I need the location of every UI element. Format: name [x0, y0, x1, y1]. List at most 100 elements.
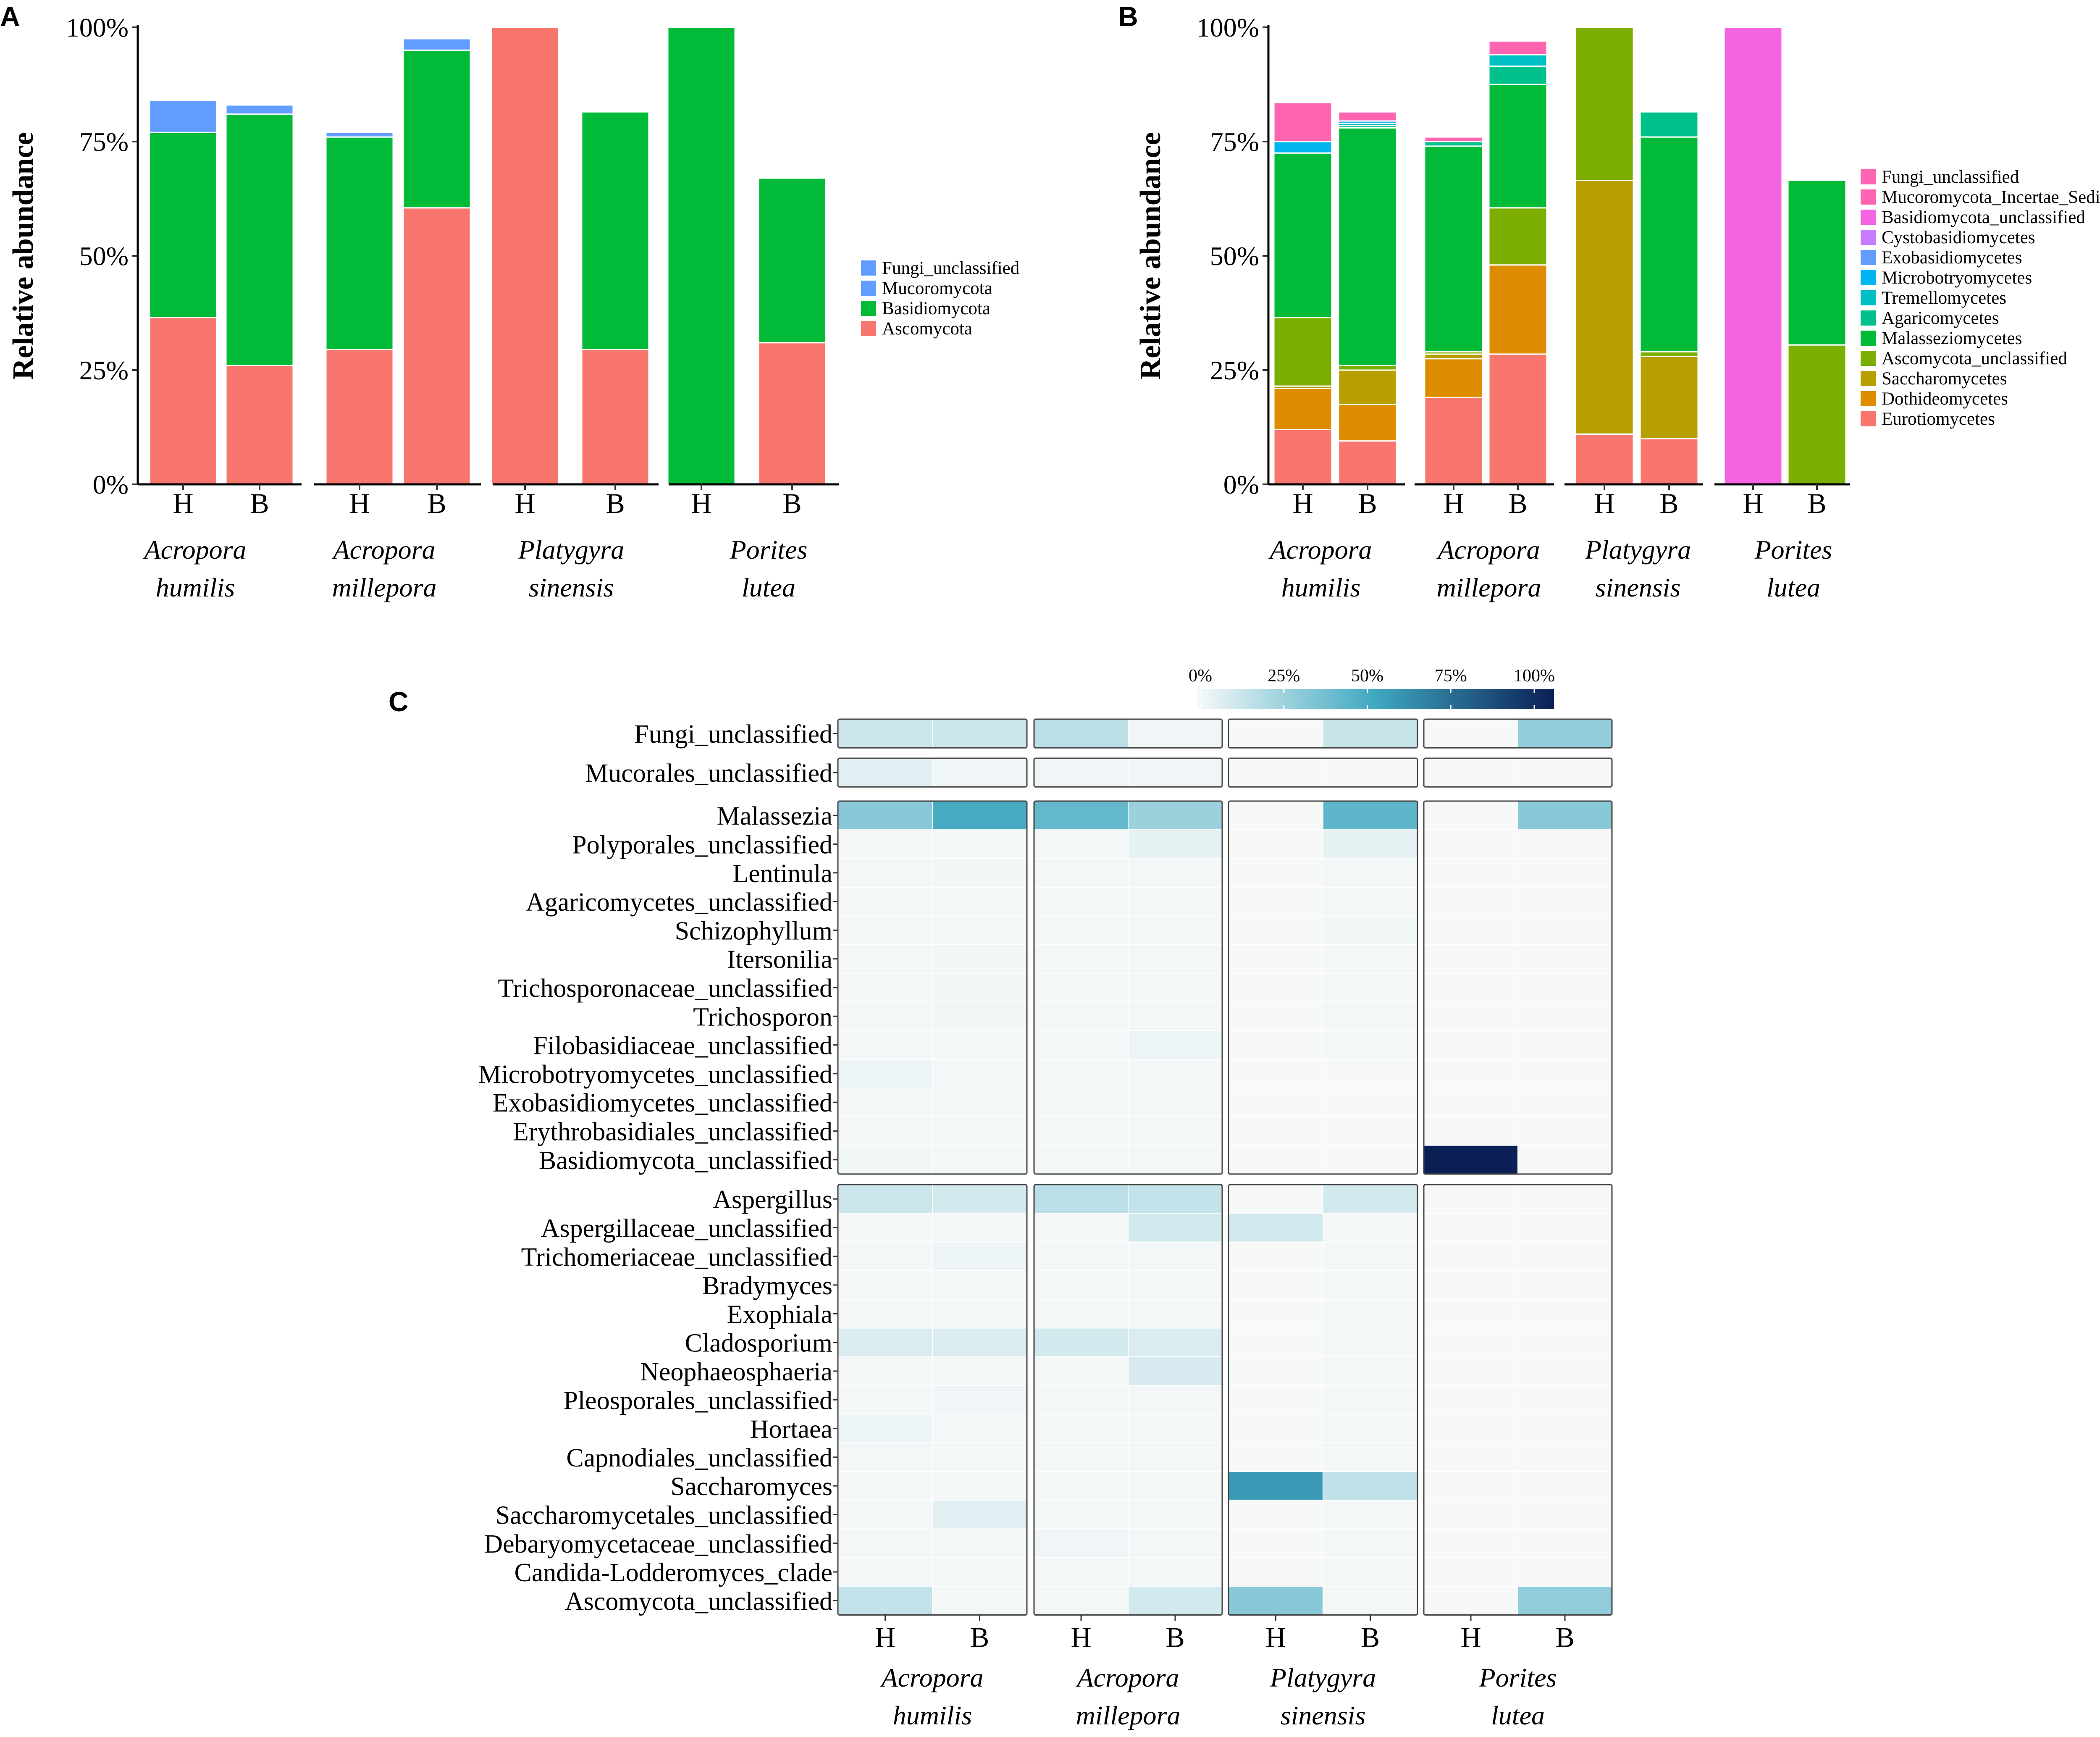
legend-key [1861, 310, 1876, 326]
heatmap-cell [1128, 1414, 1223, 1443]
heatmap-cell [1517, 1586, 1612, 1616]
bar-segment [1488, 40, 1548, 55]
group-label-line1: Porites [730, 535, 808, 565]
group-label-line2: sinensis [1281, 1700, 1366, 1730]
heatmap-cell [932, 1299, 1027, 1329]
heatmap-row-label: Aspergillus [713, 1185, 832, 1214]
legend-key [1861, 210, 1876, 225]
heatmap-cell [1034, 972, 1129, 1003]
heatmap-cell [1228, 1213, 1323, 1243]
x-tick-label: H [1071, 1621, 1091, 1653]
heatmap-cell [1423, 1088, 1518, 1117]
heatmap-cell [932, 1528, 1027, 1558]
heatmap-cell [1517, 1059, 1612, 1088]
heatmap-cell [1034, 758, 1129, 788]
group-label-line2: sinensis [1596, 573, 1681, 602]
bar-segment [325, 131, 394, 138]
heatmap-cell [1128, 1270, 1223, 1300]
heatmap-cell [1423, 1356, 1518, 1386]
heatmap-cell [837, 1414, 933, 1443]
heatmap-cell [1128, 886, 1223, 917]
legend-label: Eurotiomycetes [1882, 409, 1995, 429]
bar-segment [491, 26, 559, 485]
heatmap-row-label: Neophaeosphaeria [640, 1358, 832, 1386]
heatmap-cell [1128, 801, 1223, 830]
legend-label: Agaricomycetes [1882, 308, 1999, 328]
x-tick-label: H [349, 487, 370, 519]
heatmap-cell [1323, 1557, 1418, 1587]
heatmap-cell [1423, 1586, 1518, 1616]
bar-segment [1424, 353, 1483, 360]
heatmap-cell [1128, 1299, 1223, 1329]
heatmap-cell [1517, 1528, 1612, 1558]
x-tick-label: H [1265, 1621, 1286, 1653]
colorbar-tick-label: 100% [1514, 666, 1555, 686]
heatmap-cell [1228, 829, 1323, 859]
heatmap-cell [1517, 1385, 1612, 1415]
legend-label: Basidiomycota_unclassified [1882, 208, 2085, 227]
heatmap-cell [1128, 1528, 1223, 1558]
heatmap-cell [1034, 886, 1129, 917]
heatmap-cell [932, 1270, 1027, 1300]
group-label-line2: humilis [893, 1700, 972, 1730]
heatmap-cell [1323, 1213, 1418, 1243]
heatmap-cell [837, 1500, 933, 1529]
colorbar-tick-label: 50% [1351, 666, 1383, 686]
heatmap-cell [837, 1385, 933, 1415]
bar-segment [1424, 397, 1483, 485]
heatmap-cell [837, 1327, 933, 1357]
heatmap-cell [837, 758, 933, 788]
heatmap-cell [1517, 1270, 1612, 1300]
x-tick-label: H [1460, 1621, 1481, 1653]
heatmap-cell [1034, 1059, 1129, 1088]
heatmap-cell [1228, 1088, 1323, 1117]
heatmap-cell [932, 1471, 1027, 1501]
legend-label: Dothideomycetes [1882, 389, 2008, 409]
heatmap-cell [837, 972, 933, 1003]
heatmap-cell [1128, 1557, 1223, 1587]
heatmap-cell [1034, 1327, 1129, 1357]
group-label-line1: Platygyra [1585, 535, 1691, 565]
x-tick-label: B [1358, 487, 1377, 519]
heatmap-cell [1323, 719, 1418, 749]
x-tick-label: B [1659, 487, 1678, 519]
group-label-line2: sinensis [529, 573, 614, 602]
heatmap-cell [1323, 886, 1418, 917]
bar-segment [1424, 358, 1483, 398]
facet-border [1228, 718, 1418, 749]
heatmap-row-label: Saccharomyces [670, 1472, 832, 1501]
heatmap-cell [837, 1213, 933, 1243]
heatmap-cell [1228, 1356, 1323, 1386]
bar-segment [1488, 207, 1548, 266]
heatmap-row-label: Trichomeriaceae_unclassified [521, 1243, 832, 1272]
heatmap-cell [1034, 1528, 1129, 1558]
y-tick-label: 100% [1197, 13, 1259, 42]
heatmap-cell [1323, 1299, 1418, 1329]
bar-segment [1273, 102, 1333, 142]
bar-segment [1575, 26, 1634, 181]
heatmap-cell [1128, 1145, 1223, 1175]
legend-key [1861, 411, 1876, 426]
heatmap-cell [932, 944, 1027, 974]
heatmap-cell [1323, 1414, 1418, 1443]
heatmap-cell [1423, 1528, 1518, 1558]
heatmap-cell [1323, 1059, 1418, 1088]
heatmap-cell [1517, 1442, 1612, 1472]
legend-key [861, 260, 876, 276]
y-axis-label: Relative abundance [1134, 132, 1167, 379]
legend-label: Tremellomycetes [1882, 288, 2006, 308]
heatmap-cell [1517, 1088, 1612, 1117]
bar-segment [581, 111, 650, 350]
heatmap-cell [1423, 1145, 1518, 1175]
heatmap-cell [1128, 858, 1223, 888]
heatmap-cell [932, 1385, 1027, 1415]
heatmap-cell [1228, 972, 1323, 1003]
heatmap-cell [1323, 1586, 1418, 1616]
heatmap-cell [1228, 1116, 1323, 1146]
heatmap-cell [1228, 944, 1323, 974]
bar-segment [1338, 369, 1397, 405]
heatmap-row-label: Basidiomycota_unclassified [539, 1146, 832, 1175]
heatmap-cell [1034, 1270, 1129, 1300]
heatmap-cell [1128, 1059, 1223, 1088]
heatmap-row-label: Filobasidiaceae_unclassified [533, 1032, 832, 1060]
